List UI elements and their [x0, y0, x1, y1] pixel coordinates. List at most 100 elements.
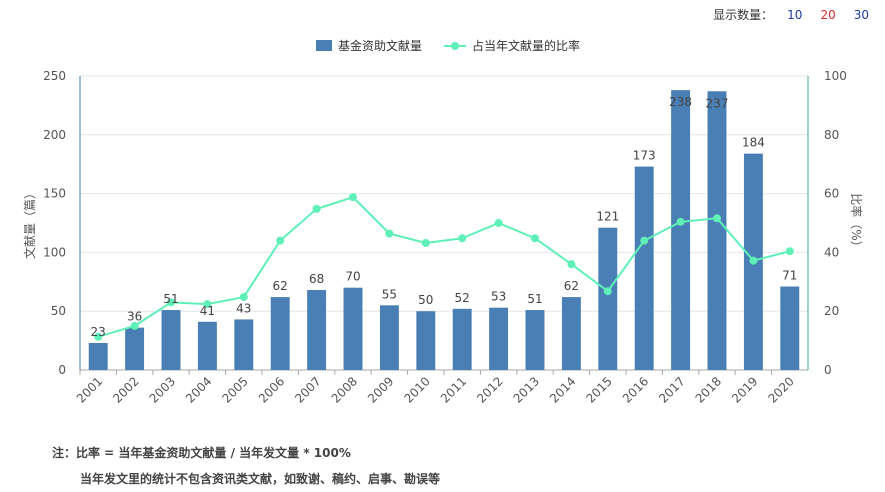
ratio-point[interactable]: [603, 287, 612, 296]
bar-value-label: 23: [91, 325, 106, 339]
ratio-point[interactable]: [749, 256, 758, 265]
bar[interactable]: [270, 297, 290, 370]
ratio-line: [97, 195, 791, 338]
bar-value-label: 237: [706, 96, 729, 110]
x-tick-label: 2011: [438, 374, 469, 405]
bar[interactable]: [780, 286, 800, 370]
bar[interactable]: [489, 307, 509, 370]
bar-value-label: 238: [669, 95, 692, 109]
x-tick-label: 2013: [511, 374, 542, 405]
ratio-point[interactable]: [785, 247, 794, 256]
x-tick-label: 2004: [183, 374, 214, 405]
count-option-30[interactable]: 30: [853, 7, 869, 22]
bar-value-label: 184: [742, 136, 765, 150]
bar[interactable]: [525, 310, 545, 370]
fund-literature-chart: 基金资助文献量 占当年文献量的比率 05010015020025002040608…: [22, 38, 864, 406]
y-tick-label-left: 250: [43, 69, 66, 83]
ratio-point[interactable]: [94, 332, 103, 341]
bar[interactable]: [598, 227, 618, 370]
bar[interactable]: [671, 90, 691, 370]
note-exclusion: 当年发文里的统计不包含资讯类文献，如致谢、稿约、启事、勘误等: [80, 472, 441, 486]
x-tick-label: 2016: [620, 374, 651, 405]
bar[interactable]: [343, 287, 363, 370]
ratio-point[interactable]: [276, 236, 285, 245]
x-tick-label: 2018: [693, 374, 724, 405]
x-tick-label: 2006: [256, 374, 287, 405]
ratio-point[interactable]: [494, 219, 503, 227]
ratio-point[interactable]: [130, 321, 139, 330]
bar[interactable]: [561, 297, 581, 370]
note-formula: 注：比率 = 当年基金资助文献量 / 当年发文量 * 100%: [52, 446, 351, 460]
count-option-10[interactable]: 10: [787, 7, 803, 22]
ratio-point[interactable]: [239, 293, 248, 302]
x-tick-label: 2012: [474, 374, 505, 405]
ratio-point[interactable]: [203, 300, 212, 309]
grid-lines: [80, 75, 808, 371]
bar-series: [88, 90, 800, 370]
bar-value-label: 36: [127, 310, 142, 324]
ratio-point[interactable]: [531, 234, 539, 243]
y-tick-label-left: 150: [43, 187, 66, 201]
ratio-point[interactable]: [676, 217, 685, 226]
ratio-point[interactable]: [567, 260, 576, 269]
bar[interactable]: [452, 308, 472, 370]
bar[interactable]: [307, 290, 327, 370]
ratio-point[interactable]: [312, 204, 321, 213]
bar-value-label: 62: [564, 279, 579, 293]
x-tick-label: 2007: [292, 374, 323, 405]
y-axis-title-left: 文献量（篇）: [22, 187, 37, 259]
ratio-point[interactable]: [458, 234, 467, 243]
legend-bar-swatch: [316, 40, 332, 51]
y-tick-label-right: 40: [824, 245, 839, 259]
bar[interactable]: [125, 327, 145, 370]
y-tick-label-left: 100: [43, 245, 66, 259]
bar-value-label: 173: [633, 149, 656, 163]
y-tick-label-right: 60: [824, 187, 839, 201]
bar-value-label: 41: [200, 304, 215, 318]
x-tick-label: 2005: [219, 374, 250, 405]
bar[interactable]: [416, 311, 436, 370]
bar-value-label: 70: [345, 270, 360, 284]
notes: 注：比率 = 当年基金资助文献量 / 当年发文量 * 100% 当年发文里的统计…: [52, 440, 440, 492]
x-tick-label: 2002: [110, 374, 141, 405]
ratio-point[interactable]: [640, 236, 649, 245]
data-labels: 23 36 51 41 43 62 68 70 55 50 52 53 51 62 121 173 238 237…: [91, 95, 798, 339]
x-tick-label: 2010: [401, 374, 432, 405]
y-tick-label-right: 80: [824, 128, 839, 142]
bar-value-label: 68: [309, 272, 324, 286]
ratio-point[interactable]: [421, 238, 430, 247]
bar[interactable]: [379, 305, 399, 370]
bar-value-label: 62: [273, 279, 288, 293]
count-selector-label: 显示数量：: [713, 8, 774, 22]
ratio-point[interactable]: [713, 214, 721, 223]
bar[interactable]: [88, 342, 108, 370]
legend-line-label[interactable]: 占当年文献量的比率: [472, 38, 580, 53]
x-tick-label: 2003: [147, 374, 178, 405]
legend-bar-label[interactable]: 基金资助文献量: [338, 38, 422, 53]
bar[interactable]: [707, 91, 727, 370]
bar-value-label: 50: [418, 293, 433, 307]
x-tick-label: 2020: [765, 374, 796, 405]
ratio-point[interactable]: [385, 229, 394, 238]
x-tick-label: 2001: [74, 374, 105, 405]
bar[interactable]: [234, 319, 254, 370]
bar-value-label: 55: [382, 287, 397, 301]
x-tick-label: 2015: [583, 374, 614, 405]
x-tick-label: 2019: [729, 374, 760, 405]
y-tick-label-right: 100: [824, 69, 847, 83]
y-axis-title-right: 比率（%）: [849, 193, 864, 252]
bar[interactable]: [197, 321, 217, 370]
ratio-point[interactable]: [349, 193, 357, 202]
bar[interactable]: [161, 310, 181, 370]
bar-value-label: 71: [782, 269, 797, 283]
bar[interactable]: [634, 166, 654, 370]
count-option-20[interactable]: 20: [820, 7, 836, 22]
bar-value-label: 121: [596, 210, 619, 224]
bar-value-label: 53: [491, 290, 506, 304]
y-tick-label-left: 50: [51, 304, 66, 318]
y-tick-label-left: 0: [58, 363, 66, 377]
x-tick-label: 2008: [329, 374, 360, 405]
ratio-point[interactable]: [167, 298, 175, 307]
bar-value-label: 52: [455, 291, 470, 305]
